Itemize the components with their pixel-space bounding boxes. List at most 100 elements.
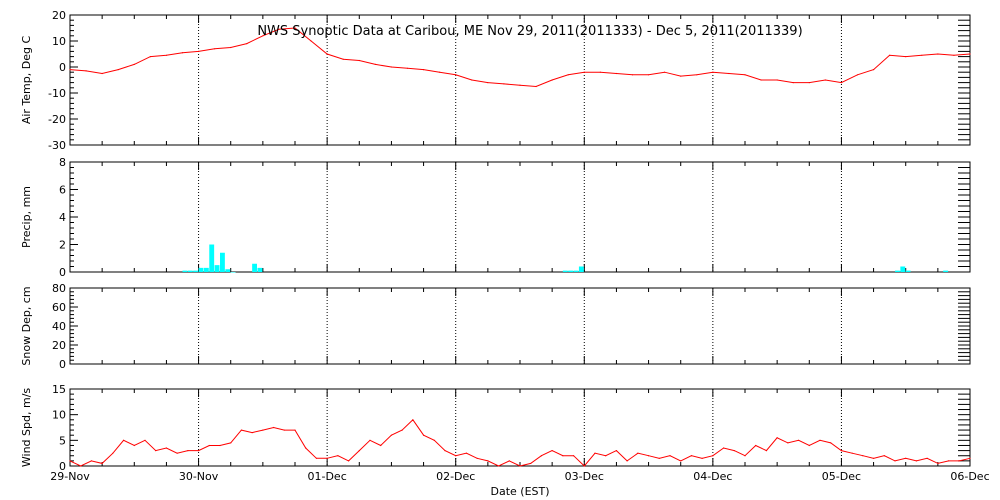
x-axis-label: Date (EST) bbox=[490, 485, 549, 498]
data-point-temp bbox=[439, 71, 441, 73]
x-tick-label: 02-Dec bbox=[436, 470, 475, 483]
data-point-wind bbox=[958, 460, 960, 462]
data-point-wind bbox=[133, 444, 135, 447]
y-axis-label-wind: Wind Spd, m/s bbox=[20, 388, 33, 468]
data-point-temp bbox=[278, 28, 280, 30]
data-point-temp bbox=[374, 63, 376, 65]
data-point-wind bbox=[733, 450, 735, 452]
data-point-wind bbox=[165, 447, 168, 449]
data-point-temp bbox=[85, 70, 87, 72]
precip-bar bbox=[568, 270, 574, 272]
data-point-wind bbox=[755, 444, 757, 447]
data-point-wind bbox=[915, 460, 918, 462]
data-point-wind bbox=[112, 452, 114, 454]
precip-bar bbox=[182, 270, 188, 272]
data-point-temp bbox=[567, 74, 569, 76]
data-point-temp bbox=[921, 54, 923, 56]
data-point-wind bbox=[519, 465, 521, 467]
y-tick-label: 60 bbox=[52, 301, 66, 314]
precip-bar bbox=[573, 270, 579, 272]
y-axis-label-snow: Snow Dep, cm bbox=[20, 286, 33, 365]
data-point-wind bbox=[937, 462, 939, 465]
data-point-temp bbox=[455, 74, 457, 76]
data-point-temp bbox=[133, 63, 135, 65]
y-tick-label: 15 bbox=[52, 383, 66, 396]
data-point-temp bbox=[503, 83, 505, 85]
data-point-temp bbox=[696, 74, 698, 76]
data-point-temp bbox=[149, 56, 151, 58]
data-point-wind bbox=[305, 447, 307, 449]
data-point-wind bbox=[390, 434, 393, 436]
data-point-wind bbox=[347, 460, 350, 462]
data-point-wind bbox=[240, 429, 243, 431]
panel-frame-wind bbox=[69, 388, 971, 467]
y-tick-label: 6 bbox=[59, 184, 66, 197]
data-point-temp bbox=[889, 54, 891, 56]
data-point-temp bbox=[487, 82, 489, 84]
data-point-wind bbox=[583, 465, 585, 467]
data-point-temp bbox=[310, 40, 312, 42]
y-tick-label: 20 bbox=[52, 9, 66, 22]
data-point-wind bbox=[722, 447, 725, 449]
data-point-temp bbox=[937, 53, 939, 55]
data-point-wind bbox=[690, 455, 693, 457]
data-point-wind bbox=[326, 457, 328, 459]
data-point-wind bbox=[508, 460, 510, 462]
data-point-wind bbox=[851, 452, 853, 454]
data-point-temp bbox=[197, 50, 200, 53]
data-point-wind bbox=[669, 455, 671, 457]
data-point-wind bbox=[155, 450, 157, 452]
data-point-wind bbox=[605, 455, 607, 457]
data-point-wind bbox=[69, 460, 71, 462]
chart-title: NWS Synoptic Data at Caribou, ME Nov 29,… bbox=[257, 24, 802, 39]
data-point-wind bbox=[176, 452, 178, 454]
data-point-wind bbox=[144, 439, 146, 441]
data-point-wind bbox=[712, 455, 714, 457]
y-tick-label: 8 bbox=[59, 156, 66, 169]
data-point-wind bbox=[283, 429, 285, 431]
data-point-wind bbox=[219, 444, 221, 447]
y-tick-label: 4 bbox=[59, 211, 66, 224]
y-axis-label-temp: Air Temp, Deg C bbox=[20, 36, 33, 125]
data-point-temp bbox=[165, 54, 168, 56]
series-line-wind bbox=[69, 419, 971, 467]
x-tick-label: 05-Dec bbox=[822, 470, 861, 483]
data-point-temp bbox=[792, 82, 794, 84]
y-tick-label: 20 bbox=[52, 339, 66, 352]
y-tick-label: -30 bbox=[48, 139, 66, 152]
data-point-wind bbox=[101, 462, 103, 465]
data-point-wind bbox=[572, 455, 575, 457]
data-point-temp bbox=[294, 27, 296, 29]
data-point-wind bbox=[883, 455, 885, 457]
data-point-temp bbox=[824, 79, 826, 81]
data-point-temp bbox=[680, 75, 682, 77]
y-tick-label: 0 bbox=[59, 61, 66, 74]
data-point-wind bbox=[862, 455, 864, 457]
data-point-temp bbox=[953, 54, 955, 56]
data-point-temp bbox=[808, 82, 810, 84]
precip-bar bbox=[905, 270, 911, 272]
data-point-temp bbox=[856, 74, 859, 76]
y-tick-label: 0 bbox=[59, 266, 66, 279]
data-point-temp bbox=[246, 43, 248, 45]
data-point-wind bbox=[808, 444, 810, 447]
data-point-wind bbox=[230, 442, 232, 444]
data-point-wind bbox=[422, 434, 425, 436]
data-point-temp bbox=[69, 69, 71, 71]
data-point-temp bbox=[744, 74, 746, 76]
precip-bar bbox=[214, 265, 220, 272]
data-point-temp bbox=[342, 58, 344, 60]
panel-frame-precip bbox=[69, 161, 971, 273]
panel-frame-snow bbox=[69, 287, 971, 365]
data-point-wind bbox=[412, 419, 414, 421]
y-tick-label: 10 bbox=[52, 409, 66, 422]
data-point-temp bbox=[583, 71, 585, 73]
data-point-wind bbox=[658, 457, 660, 459]
y-axis-label-precip: Precip, mm bbox=[20, 186, 33, 248]
data-point-temp bbox=[358, 59, 360, 62]
y-tick-label: -20 bbox=[48, 113, 66, 126]
data-point-temp bbox=[969, 53, 971, 55]
data-point-wind bbox=[647, 455, 650, 457]
x-tick-label: 06-Dec bbox=[950, 470, 989, 483]
